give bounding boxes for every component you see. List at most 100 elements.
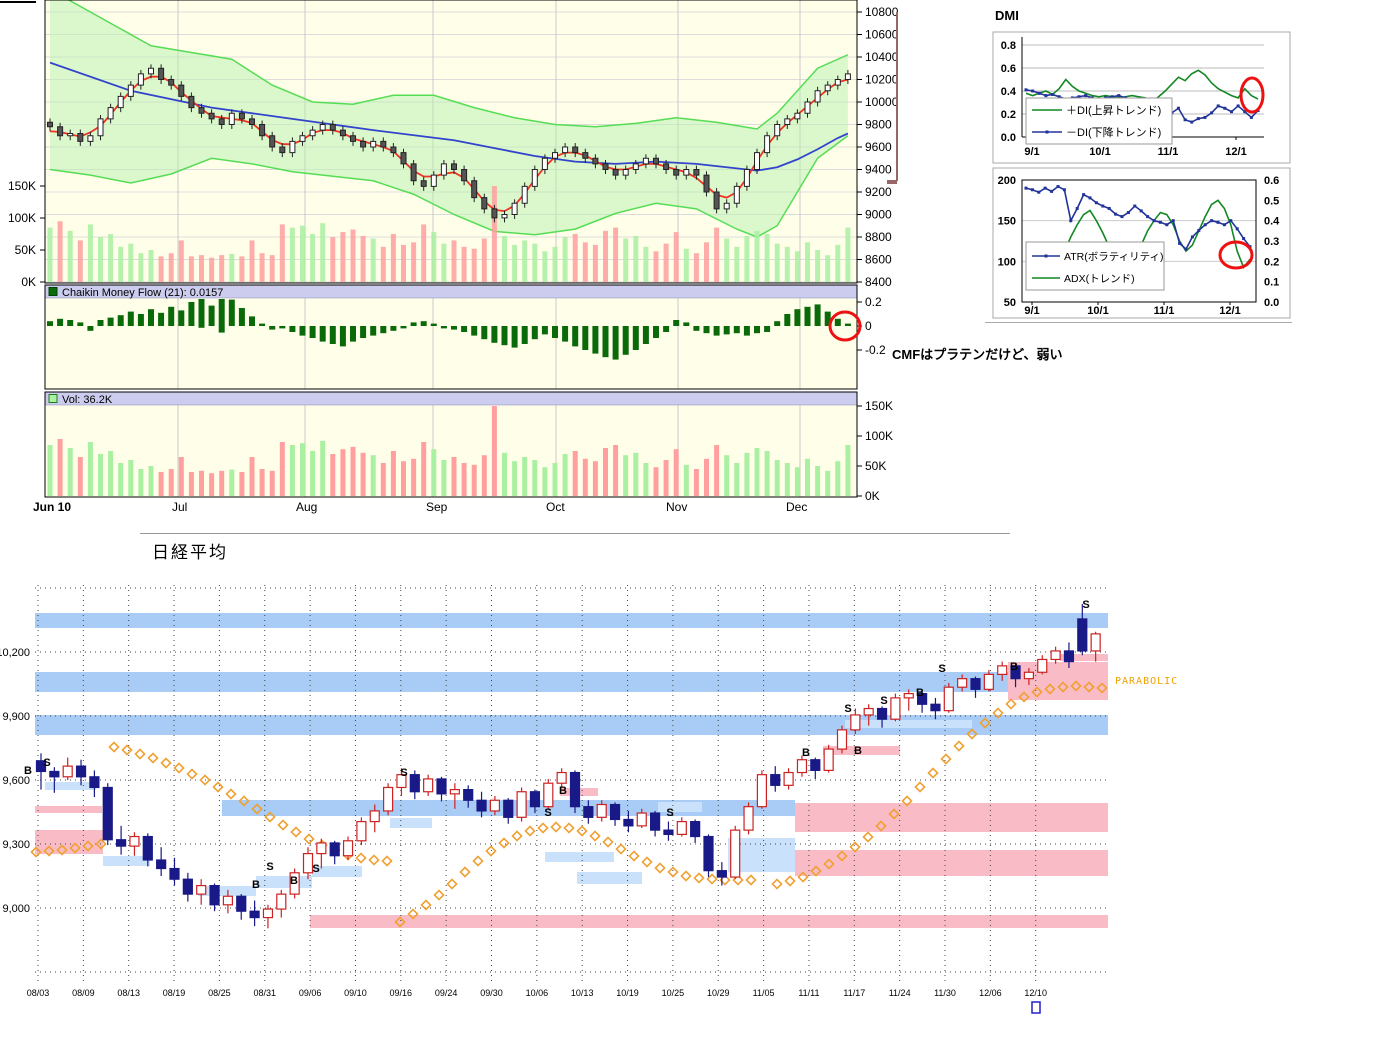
svg-text:9000: 9000 [865, 208, 892, 222]
svg-text:11/30: 11/30 [934, 988, 956, 998]
svg-text:9/1: 9/1 [1024, 305, 1039, 317]
svg-text:Sep: Sep [426, 500, 448, 514]
svg-text:12/1: 12/1 [1219, 305, 1240, 317]
svg-text:150: 150 [998, 216, 1016, 228]
atr-divider-line [985, 322, 1292, 323]
svg-text:10600: 10600 [865, 28, 899, 42]
svg-text:8800: 8800 [865, 230, 892, 244]
svg-text:S: S [43, 757, 50, 769]
svg-text:8600: 8600 [865, 253, 892, 267]
svg-text:Vol: 36.2K: Vol: 36.2K [62, 394, 113, 406]
svg-text:08/31: 08/31 [253, 988, 276, 998]
svg-text:S: S [1082, 599, 1089, 611]
svg-text:10/13: 10/13 [571, 988, 594, 998]
dmi-chart: 0.8 0.6 0.4 0.2 0.0 9/1 10/1 11/1 12/1 ＋DI(上昇トレンド… [992, 31, 1291, 164]
svg-text:11/17: 11/17 [843, 988, 865, 998]
svg-text:0: 0 [865, 319, 872, 333]
volume-panel: Vol: 36.2K 150K 100K 50K 0K [44, 391, 893, 503]
svg-text:S: S [938, 663, 945, 675]
svg-text:B: B [802, 747, 810, 759]
cmf-panel: Chaikin Money Flow (21): 0.0157 0.2 0 -0.2 [44, 284, 886, 390]
svg-text:B: B [290, 875, 298, 887]
dmi-red-circle [1239, 76, 1265, 114]
svg-text:09/10: 09/10 [344, 988, 367, 998]
svg-text:＋DI(上昇トレンド): ＋DI(上昇トレンド) [1066, 104, 1161, 117]
svg-text:9600: 9600 [865, 140, 892, 154]
bracket-artifact [887, 12, 898, 184]
svg-text:B: B [1010, 661, 1018, 673]
svg-text:-0.2: -0.2 [865, 343, 886, 357]
dmi-legend: ＋DI(上昇トレンド) －DI(下降トレンド) [1025, 97, 1173, 145]
svg-text:10/06: 10/06 [526, 988, 549, 998]
svg-text:11/05: 11/05 [753, 988, 775, 998]
svg-text:B: B [916, 687, 924, 699]
svg-text:B: B [24, 765, 32, 777]
svg-text:08/13: 08/13 [117, 988, 140, 998]
svg-text:0K: 0K [865, 489, 880, 503]
svg-text:S: S [880, 695, 887, 707]
nikkei-x-labels: 08/03 08/09 08/13 08/19 08/25 08/31 09/06 09/10… [27, 988, 1047, 998]
svg-text:10000: 10000 [865, 95, 899, 109]
nikkei-chart-title: 日経平均 [152, 543, 228, 562]
svg-text:10/1: 10/1 [1089, 146, 1110, 158]
svg-text:B: B [252, 879, 260, 891]
svg-text:9400: 9400 [865, 163, 892, 177]
svg-text:11/24: 11/24 [889, 988, 911, 998]
svg-text:09/16: 09/16 [390, 988, 413, 998]
cmf-red-circle [828, 310, 862, 342]
svg-text:0.2: 0.2 [1264, 256, 1279, 268]
support-resistance-zones [35, 613, 1108, 928]
svg-text:10800: 10800 [865, 5, 899, 19]
main-chart: 8400 8600 8800 9000 9200 9400 9600 9800 10000 102… [0, 0, 899, 514]
svg-text:08/09: 08/09 [72, 988, 95, 998]
svg-text:10400: 10400 [865, 50, 899, 64]
svg-text:09/30: 09/30 [480, 988, 503, 998]
svg-text:Dec: Dec [786, 500, 807, 514]
svg-text:S: S [266, 861, 273, 873]
ma-blue-line [49, 61, 849, 172]
svg-text:0.1: 0.1 [1264, 277, 1279, 289]
svg-text:10,200: 10,200 [0, 647, 30, 659]
atr-red-circle [1218, 240, 1254, 270]
svg-text:9200: 9200 [865, 185, 892, 199]
svg-text:S: S [844, 703, 851, 715]
svg-text:50: 50 [1004, 297, 1016, 309]
svg-text:Chaikin Money Flow (21): 0.015: Chaikin Money Flow (21): 0.0157 [62, 287, 223, 299]
svg-text:9800: 9800 [865, 118, 892, 132]
svg-text:Nov: Nov [666, 500, 687, 514]
svg-text:10/29: 10/29 [707, 988, 730, 998]
nikkei-y-labels: 10,200 9,900 9,600 9,300 9,000 [0, 647, 30, 915]
svg-text:100: 100 [998, 256, 1016, 268]
svg-text:0.0: 0.0 [1001, 132, 1016, 144]
svg-text:10/19: 10/19 [616, 988, 639, 998]
svg-text:100K: 100K [865, 429, 893, 443]
cmf-annotation-note: CMFはプラテンだけど、弱い [892, 347, 1063, 362]
main-x-labels: Jun 10 Jul Aug Sep Oct Nov Dec [33, 500, 807, 514]
svg-text:9,900: 9,900 [2, 711, 30, 723]
svg-text:0.3: 0.3 [1264, 236, 1279, 248]
svg-text:50K: 50K [865, 459, 886, 473]
svg-text:08/19: 08/19 [163, 988, 186, 998]
svg-text:11/1: 11/1 [1158, 146, 1179, 158]
svg-text:0.6: 0.6 [1264, 175, 1279, 187]
svg-text:0.0: 0.0 [1264, 297, 1279, 309]
svg-text:0.8: 0.8 [1001, 40, 1016, 52]
svg-text:S: S [312, 863, 319, 875]
svg-text:8400: 8400 [865, 275, 892, 289]
svg-text:50K: 50K [15, 243, 36, 257]
svg-text:12/10: 12/10 [1024, 988, 1047, 998]
svg-text:9,300: 9,300 [2, 839, 30, 851]
svg-text:100K: 100K [8, 211, 36, 225]
svg-text:150K: 150K [865, 399, 893, 413]
dmi-chart-title: DMI [995, 8, 1019, 23]
svg-text:Jun 10: Jun 10 [33, 500, 71, 514]
svg-text:9/1: 9/1 [1024, 146, 1039, 158]
svg-text:9,600: 9,600 [2, 775, 30, 787]
svg-text:ATR(ボラティリティ): ATR(ボラティリティ) [1064, 251, 1163, 263]
svg-text:S: S [666, 807, 673, 819]
svg-text:0.4: 0.4 [1264, 216, 1280, 228]
atr-legend: ATR(ボラティリティ) ADX(トレンド) [1025, 241, 1165, 291]
svg-text:0.6: 0.6 [1001, 63, 1016, 75]
